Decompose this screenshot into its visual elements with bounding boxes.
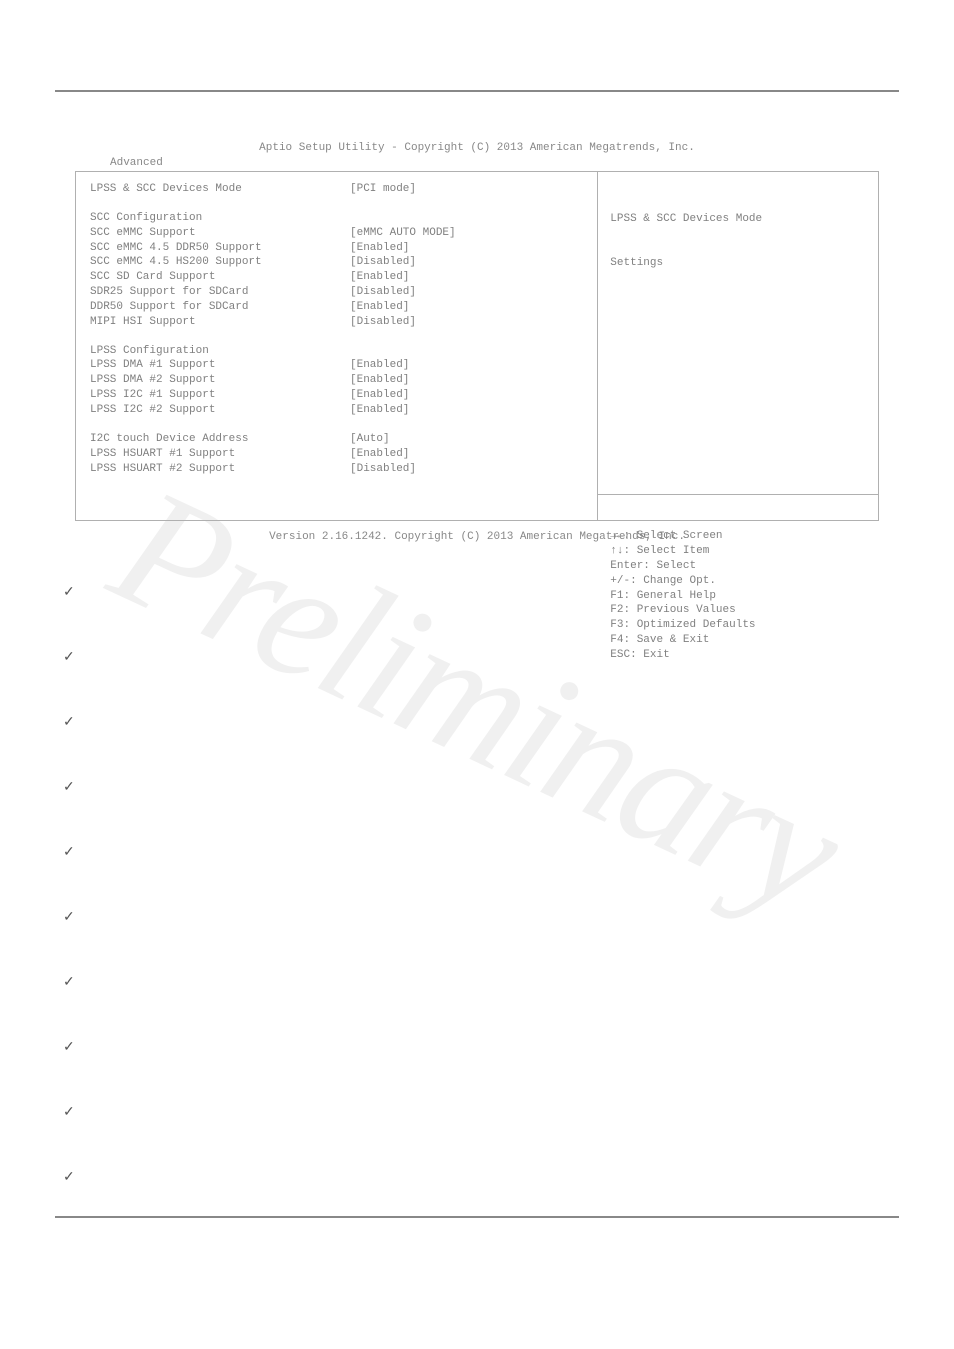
setting-value[interactable]: [Disabled] [350, 285, 583, 300]
setting-value[interactable]: [eMMC AUTO MODE] [350, 226, 583, 241]
bios-setting-row[interactable]: LPSS HSUART #1 Support[Enabled] [90, 447, 583, 462]
setting-value[interactable]: [PCI mode] [350, 182, 583, 197]
checkmark-icon: ✓ [63, 1168, 899, 1185]
checkmark-icon: ✓ [63, 908, 899, 925]
bios-setting-row: LPSS Configuration [90, 344, 583, 359]
setting-label: LPSS DMA #1 Support [90, 358, 350, 373]
setting-value[interactable]: [Enabled] [350, 270, 583, 285]
top-horizontal-rule [55, 90, 899, 92]
bios-setting-row[interactable]: SDR25 Support for SDCard[Disabled] [90, 285, 583, 300]
setting-value[interactable]: [Enabled] [350, 373, 583, 388]
setting-value [350, 344, 583, 359]
setting-value[interactable]: [Disabled] [350, 462, 583, 477]
setting-label: LPSS I2C #2 Support [90, 403, 350, 418]
setting-label: I2C touch Device Address [90, 432, 350, 447]
bios-setting-row[interactable]: LPSS DMA #2 Support[Enabled] [90, 373, 583, 388]
bios-setting-row[interactable]: SCC eMMC 4.5 DDR50 Support[Enabled] [90, 241, 583, 256]
setting-value[interactable]: [Enabled] [350, 388, 583, 403]
key-help-line: F1: General Help [610, 589, 866, 604]
setting-label: SDR25 Support for SDCard [90, 285, 350, 300]
setting-label: LPSS HSUART #1 Support [90, 447, 350, 462]
setting-label: SCC SD Card Support [90, 270, 350, 285]
blank-row [90, 330, 583, 344]
bios-tab-advanced[interactable]: Advanced [55, 157, 899, 169]
blank-row [90, 197, 583, 211]
setting-value[interactable]: [Disabled] [350, 315, 583, 330]
bios-help-panel: LPSS & SCC Devices Mode Settings →←: Sel… [597, 172, 878, 520]
bios-setting-row[interactable]: I2C touch Device Address[Auto] [90, 432, 583, 447]
bios-setting-row[interactable]: SCC SD Card Support[Enabled] [90, 270, 583, 285]
setting-label: LPSS HSUART #2 Support [90, 462, 350, 477]
checkmark-icon: ✓ [63, 1103, 899, 1120]
key-help-line: +/-: Change Opt. [610, 574, 866, 589]
bios-window: LPSS & SCC Devices Mode[PCI mode]SCC Con… [75, 171, 879, 521]
bios-setting-row[interactable]: SCC eMMC Support[eMMC AUTO MODE] [90, 226, 583, 241]
checkmark-icon: ✓ [63, 713, 899, 730]
help-spacer [610, 301, 866, 461]
bios-setting-row[interactable]: LPSS DMA #1 Support[Enabled] [90, 358, 583, 373]
bios-setting-row[interactable]: LPSS HSUART #2 Support[Disabled] [90, 462, 583, 477]
blank-row [90, 418, 583, 432]
checkmark-icon: ✓ [63, 778, 899, 795]
setting-label: SCC eMMC 4.5 DDR50 Support [90, 241, 350, 256]
setting-value[interactable]: [Enabled] [350, 300, 583, 315]
bottom-horizontal-rule [55, 1216, 899, 1218]
setting-label: LPSS Configuration [90, 344, 350, 359]
help-divider [598, 494, 878, 495]
help-description-line2: Settings [610, 256, 866, 271]
setting-label: LPSS I2C #1 Support [90, 388, 350, 403]
setting-label: LPSS DMA #2 Support [90, 373, 350, 388]
checkmark-icon: ✓ [63, 973, 899, 990]
key-help-line: F2: Previous Values [610, 603, 866, 618]
key-help-line: F3: Optimized Defaults [610, 618, 866, 633]
setting-value[interactable]: [Auto] [350, 432, 583, 447]
setting-label: LPSS & SCC Devices Mode [90, 182, 350, 197]
setting-value[interactable]: [Enabled] [350, 447, 583, 462]
setting-label: SCC eMMC 4.5 HS200 Support [90, 255, 350, 270]
key-help-line: →←: Select Screen [610, 529, 866, 544]
help-description-line1: LPSS & SCC Devices Mode [610, 212, 866, 227]
page: Preliminary Aptio Setup Utility - Copyri… [0, 0, 954, 1273]
setting-value[interactable]: [Enabled] [350, 358, 583, 373]
setting-label: MIPI HSI Support [90, 315, 350, 330]
bios-setting-row[interactable]: LPSS & SCC Devices Mode[PCI mode] [90, 182, 583, 197]
bios-setting-row[interactable]: LPSS I2C #2 Support[Enabled] [90, 403, 583, 418]
key-help-line: Enter: Select [610, 559, 866, 574]
checkmark-icon: ✓ [63, 1038, 899, 1055]
bios-settings-panel: LPSS & SCC Devices Mode[PCI mode]SCC Con… [76, 172, 597, 520]
key-help-line: ↑↓: Select Item [610, 544, 866, 559]
key-help-line: F4: Save & Exit [610, 633, 866, 648]
setting-label: DDR50 Support for SDCard [90, 300, 350, 315]
setting-label: SCC eMMC Support [90, 226, 350, 241]
bios-setting-row[interactable]: SCC eMMC 4.5 HS200 Support[Disabled] [90, 255, 583, 270]
setting-label: SCC Configuration [90, 211, 350, 226]
key-help-list: →←: Select Screen↑↓: Select ItemEnter: S… [610, 529, 866, 663]
key-help-line: ESC: Exit [610, 648, 866, 663]
bios-title: Aptio Setup Utility - Copyright (C) 2013… [55, 142, 899, 154]
setting-value [350, 211, 583, 226]
bios-setting-row[interactable]: LPSS I2C #1 Support[Enabled] [90, 388, 583, 403]
checkmark-icon: ✓ [63, 843, 899, 860]
setting-value[interactable]: [Disabled] [350, 255, 583, 270]
bios-setting-row[interactable]: DDR50 Support for SDCard[Enabled] [90, 300, 583, 315]
bios-setting-row[interactable]: MIPI HSI Support[Disabled] [90, 315, 583, 330]
bios-setting-row: SCC Configuration [90, 211, 583, 226]
setting-value[interactable]: [Enabled] [350, 403, 583, 418]
setting-value[interactable]: [Enabled] [350, 241, 583, 256]
